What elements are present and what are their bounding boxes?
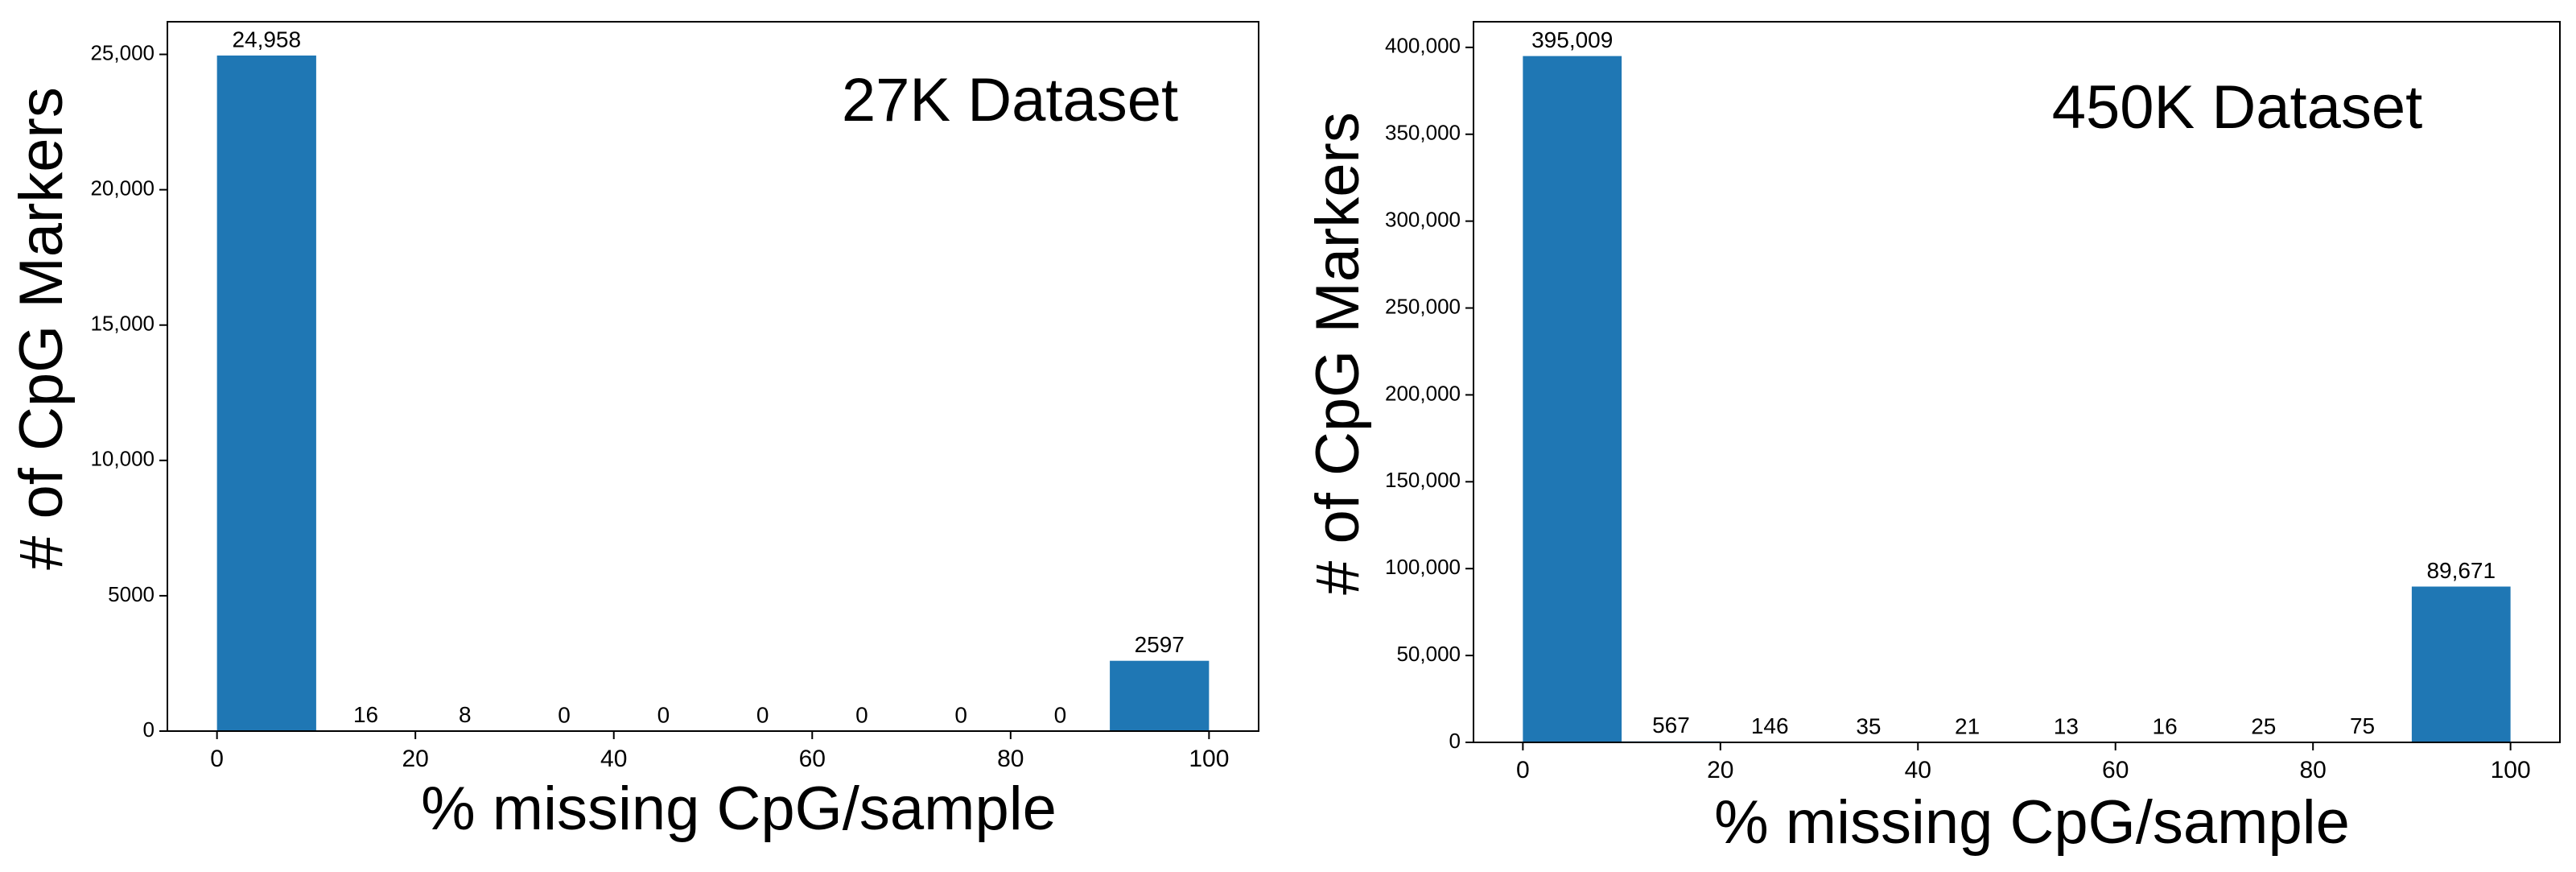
x-tick-label: 80: [2299, 757, 2326, 783]
data-label: 0: [756, 702, 769, 727]
data-label: 2597: [1135, 632, 1185, 657]
y-tick-label: 0: [143, 717, 155, 742]
x-tick-label: 40: [600, 746, 627, 772]
y-tick-label: 200,000: [1385, 381, 1461, 405]
x-tick-label: 20: [1707, 757, 1733, 783]
y-tick-label: 10,000: [90, 447, 155, 471]
y-axis-label: # of CpG Markers: [1304, 112, 1372, 595]
y-tick-label: 350,000: [1385, 121, 1461, 145]
y-tick-label: 15,000: [90, 312, 155, 336]
x-tick-label: 20: [402, 746, 428, 772]
y-tick-label: 300,000: [1385, 208, 1461, 232]
x-axis-label: % missing CpG/sample: [1714, 788, 2350, 857]
bar: [1110, 660, 1210, 731]
x-tick-label: 80: [997, 746, 1024, 772]
x-tick-label: 0: [1516, 757, 1530, 783]
data-label: 0: [954, 702, 967, 727]
bar: [1523, 56, 1622, 743]
x-tick-label: 40: [1905, 757, 1931, 783]
x-tick-label: 60: [799, 746, 826, 772]
data-label: 25: [2251, 713, 2276, 738]
y-tick-label: 150,000: [1385, 468, 1461, 492]
x-tick-label: 100: [2491, 757, 2531, 783]
y-tick-label: 100,000: [1385, 555, 1461, 579]
y-tick-label: 50,000: [1396, 642, 1461, 666]
data-label: 567: [1652, 713, 1690, 738]
y-tick-label: 20,000: [90, 176, 155, 200]
plot-frame: [1473, 21, 2561, 743]
bar: [2411, 586, 2511, 742]
data-label: 89,671: [2426, 558, 2496, 583]
data-label: 0: [855, 702, 868, 727]
data-label: 24,958: [232, 27, 301, 52]
x-tick-label: 100: [1189, 746, 1229, 772]
data-label: 75: [2350, 713, 2375, 738]
y-tick-label: 250,000: [1385, 294, 1461, 318]
data-label: 13: [2054, 713, 2079, 738]
data-label: 0: [657, 702, 670, 727]
data-label: 16: [353, 702, 378, 727]
chart-title: 27K Dataset: [842, 66, 1178, 134]
y-tick-label: 0: [1449, 729, 1461, 753]
y-tick-label: 5000: [108, 582, 155, 606]
data-label: 35: [1856, 713, 1881, 738]
chart-title: 450K Dataset: [2052, 73, 2423, 142]
data-label: 146: [1751, 713, 1789, 738]
x-tick-label: 0: [210, 746, 224, 772]
y-tick-label: 25,000: [90, 40, 155, 64]
data-label: 8: [459, 702, 472, 727]
data-label: 16: [2153, 713, 2178, 738]
plot-frame: [167, 21, 1259, 732]
data-label: 21: [1955, 713, 1980, 738]
y-tick-label: 400,000: [1385, 34, 1461, 58]
data-label: 0: [1054, 702, 1067, 727]
data-label: 395,009: [1531, 27, 1613, 52]
x-axis-label: % missing CpG/sample: [421, 775, 1057, 843]
bar: [216, 55, 316, 732]
x-tick-label: 60: [2102, 757, 2129, 783]
y-axis-label: # of CpG Markers: [7, 87, 76, 570]
data-label: 0: [558, 702, 571, 727]
